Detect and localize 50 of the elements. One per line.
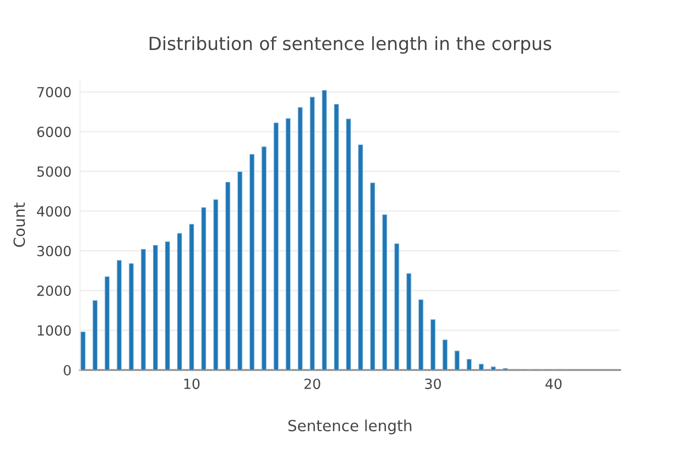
bar — [430, 319, 436, 370]
bar — [80, 332, 86, 370]
y-tick-label: 0 — [64, 364, 71, 376]
bar — [201, 207, 206, 370]
y-tick-label: 5000 — [37, 166, 71, 177]
y-tick-label: 6000 — [37, 126, 71, 138]
bar — [490, 366, 496, 370]
bar — [394, 243, 400, 370]
bar — [177, 233, 182, 370]
bar — [322, 90, 327, 370]
x-axis-title: Sentence length — [288, 420, 412, 434]
bar — [418, 299, 424, 370]
chart-title: Distribution of sentence length in the corpus — [150, 36, 552, 54]
y-tick-label: 7000 — [37, 86, 71, 98]
bar — [310, 96, 315, 370]
bar — [442, 340, 448, 370]
bar — [454, 350, 460, 370]
bar — [274, 122, 279, 370]
x-tick-label: 10 — [184, 378, 200, 390]
bar — [152, 244, 158, 370]
bar — [286, 118, 291, 370]
bar — [128, 263, 134, 370]
bar — [250, 154, 254, 370]
y-tick-label: 1000 — [38, 325, 71, 336]
x-tick-label: 40 — [545, 378, 562, 390]
bar — [225, 182, 230, 370]
bar — [382, 214, 388, 370]
x-tick-label: 30 — [425, 378, 441, 390]
bar — [237, 171, 242, 370]
y-axis-title: Count — [13, 202, 26, 247]
bar — [478, 364, 484, 370]
bar — [346, 118, 351, 370]
bar — [140, 248, 146, 370]
bar — [165, 241, 170, 370]
bar — [189, 224, 194, 370]
bar — [213, 199, 218, 370]
y-tick-label: 2000 — [37, 286, 71, 296]
bar — [406, 273, 412, 370]
bar — [92, 300, 98, 370]
bar — [466, 358, 472, 370]
y-tick-label: 4000 — [37, 206, 71, 217]
bar — [298, 107, 303, 370]
bar — [334, 104, 339, 370]
bar — [104, 276, 110, 370]
x-tick-label: 20 — [304, 378, 320, 390]
bar — [358, 144, 364, 370]
bar — [370, 182, 376, 370]
y-tick-label: 3000 — [37, 246, 71, 256]
bar — [262, 146, 266, 370]
bar — [116, 260, 122, 370]
